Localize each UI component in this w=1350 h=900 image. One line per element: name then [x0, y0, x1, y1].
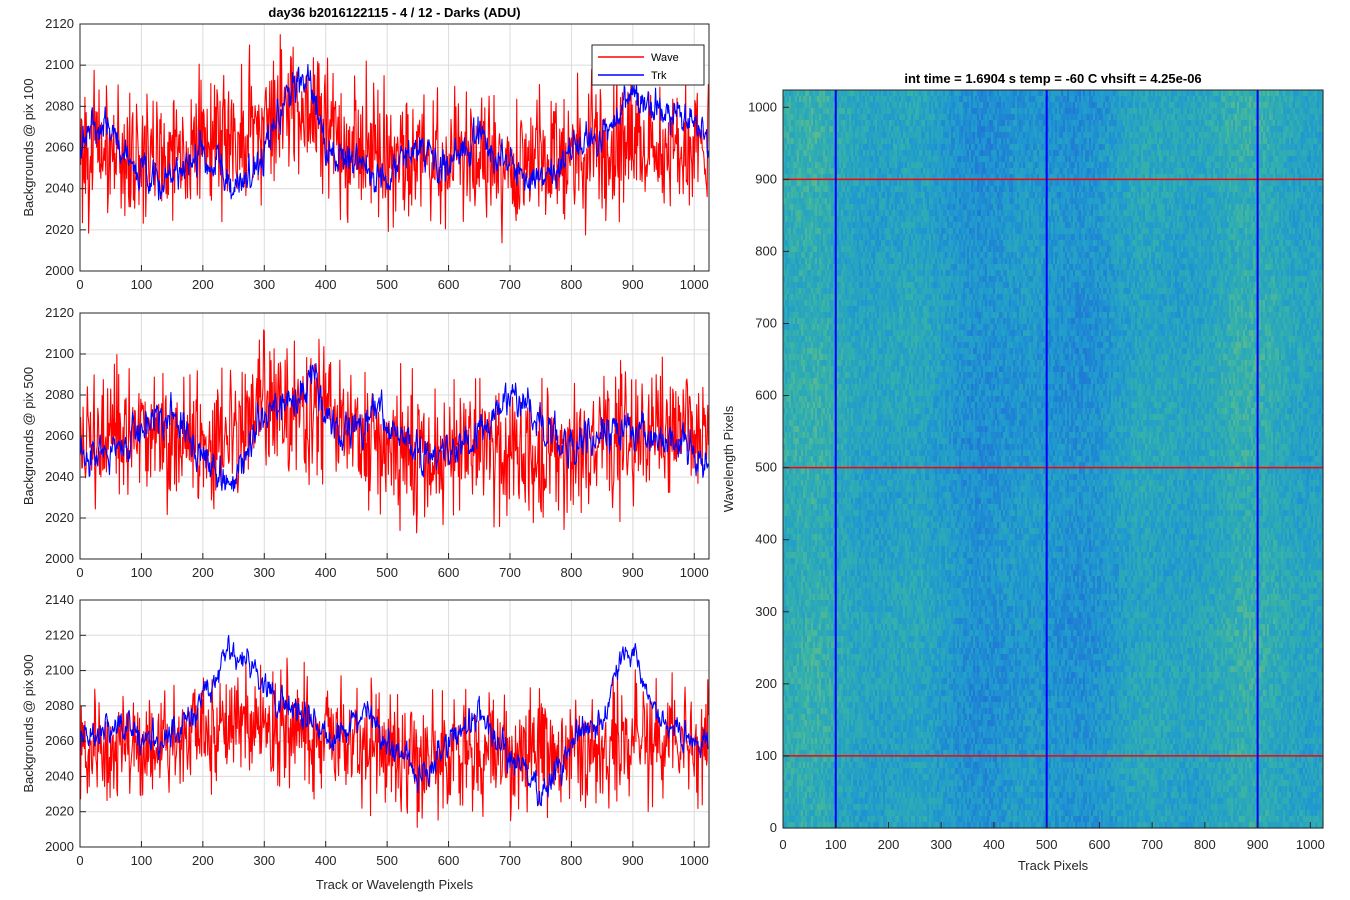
x-tick-label: 600 — [438, 853, 460, 868]
x-tick-label: 500 — [376, 565, 398, 580]
y-tick-label: 2080 — [45, 387, 74, 402]
x-tick-label: 1000 — [680, 565, 709, 580]
x-tick-label: 400 — [315, 565, 337, 580]
x-tick-label: 300 — [253, 277, 275, 292]
x-tick-label: 500 — [376, 277, 398, 292]
x-tick-label: 800 — [561, 853, 583, 868]
y-tick-label: 2120 — [45, 305, 74, 320]
y-tick-label: 2060 — [45, 140, 74, 155]
y-tick-label: 2020 — [45, 804, 74, 819]
y-tick-label: 2020 — [45, 222, 74, 237]
y-tick-label: 2020 — [45, 510, 74, 525]
y-tick-label: 2000 — [45, 839, 74, 854]
y-tick-label: 2100 — [45, 663, 74, 678]
y-tick-label: 2120 — [45, 16, 74, 31]
x-tick-label: 600 — [438, 565, 460, 580]
x-tick-label: 200 — [192, 853, 214, 868]
x-tick-label: 400 — [315, 277, 337, 292]
y-tick-label: 2000 — [45, 263, 74, 278]
x-tick-label: 800 — [561, 277, 583, 292]
y-tick-label: 2000 — [45, 551, 74, 566]
x-tick-label: 400 — [315, 853, 337, 868]
panel-pix-900-y-axis-label: Backgrounds @ pix 900 — [21, 654, 36, 792]
legend-label-trk: Trk — [651, 70, 667, 82]
x-tick-label: 1000 — [680, 853, 709, 868]
x-tick-label: 0 — [76, 565, 83, 580]
y-tick-label: 2040 — [45, 181, 74, 196]
y-tick-label: 2040 — [45, 469, 74, 484]
y-tick-label: 2100 — [45, 57, 74, 72]
legend-label-wave: Wave — [651, 52, 679, 64]
y-tick-label: 2100 — [45, 346, 74, 361]
heatmap-panel: 0 100 200 300 400 500 600 700 800 900 100001002003… — [721, 71, 1325, 873]
x-tick-label: 300 — [253, 565, 275, 580]
x-tick-label: 200 — [192, 277, 214, 292]
x-tick-label: 800 — [561, 565, 583, 580]
y-tick-label: 2080 — [45, 98, 74, 113]
y-tick-label: 2080 — [45, 698, 74, 713]
x-tick-label: 700 — [499, 565, 521, 580]
y-tick-label: 2140 — [45, 592, 74, 607]
y-tick-label: 2120 — [45, 627, 74, 642]
x-tick-label: 100 — [131, 853, 153, 868]
x-tick-label: 900 — [622, 853, 644, 868]
x-tick-label: 900 — [622, 277, 644, 292]
x-tick-label: 0 — [76, 277, 83, 292]
x-tick-label: 0 — [76, 853, 83, 868]
x-tick-label: 100 — [131, 277, 153, 292]
x-tick-label: 1000 — [680, 277, 709, 292]
legend-box — [592, 45, 704, 85]
panel-pix-900-x-axis-label: Track or Wavelength Pixels — [316, 877, 474, 892]
x-tick-label: 100 — [131, 565, 153, 580]
x-tick-label: 300 — [253, 853, 275, 868]
panel-pix-100-y-axis-label: Backgrounds @ pix 100 — [21, 78, 36, 216]
heatmap-image — [783, 90, 1324, 829]
x-tick-label: 200 — [192, 565, 214, 580]
x-tick-label: 900 — [622, 565, 644, 580]
x-tick-label: 600 — [438, 277, 460, 292]
legend: Wave Trk — [592, 45, 704, 85]
x-tick-label: 700 — [499, 277, 521, 292]
x-tick-label: 700 — [499, 853, 521, 868]
panel-pix-500-y-axis-label: Backgrounds @ pix 500 — [21, 367, 36, 505]
y-tick-label: 2060 — [45, 733, 74, 748]
panel-pix-100-title: day36 b2016122115 - 4 / 12 - Darks (ADU) — [268, 5, 520, 20]
x-tick-label: 500 — [376, 853, 398, 868]
y-tick-label: 2060 — [45, 428, 74, 443]
y-tick-label: 2040 — [45, 768, 74, 783]
